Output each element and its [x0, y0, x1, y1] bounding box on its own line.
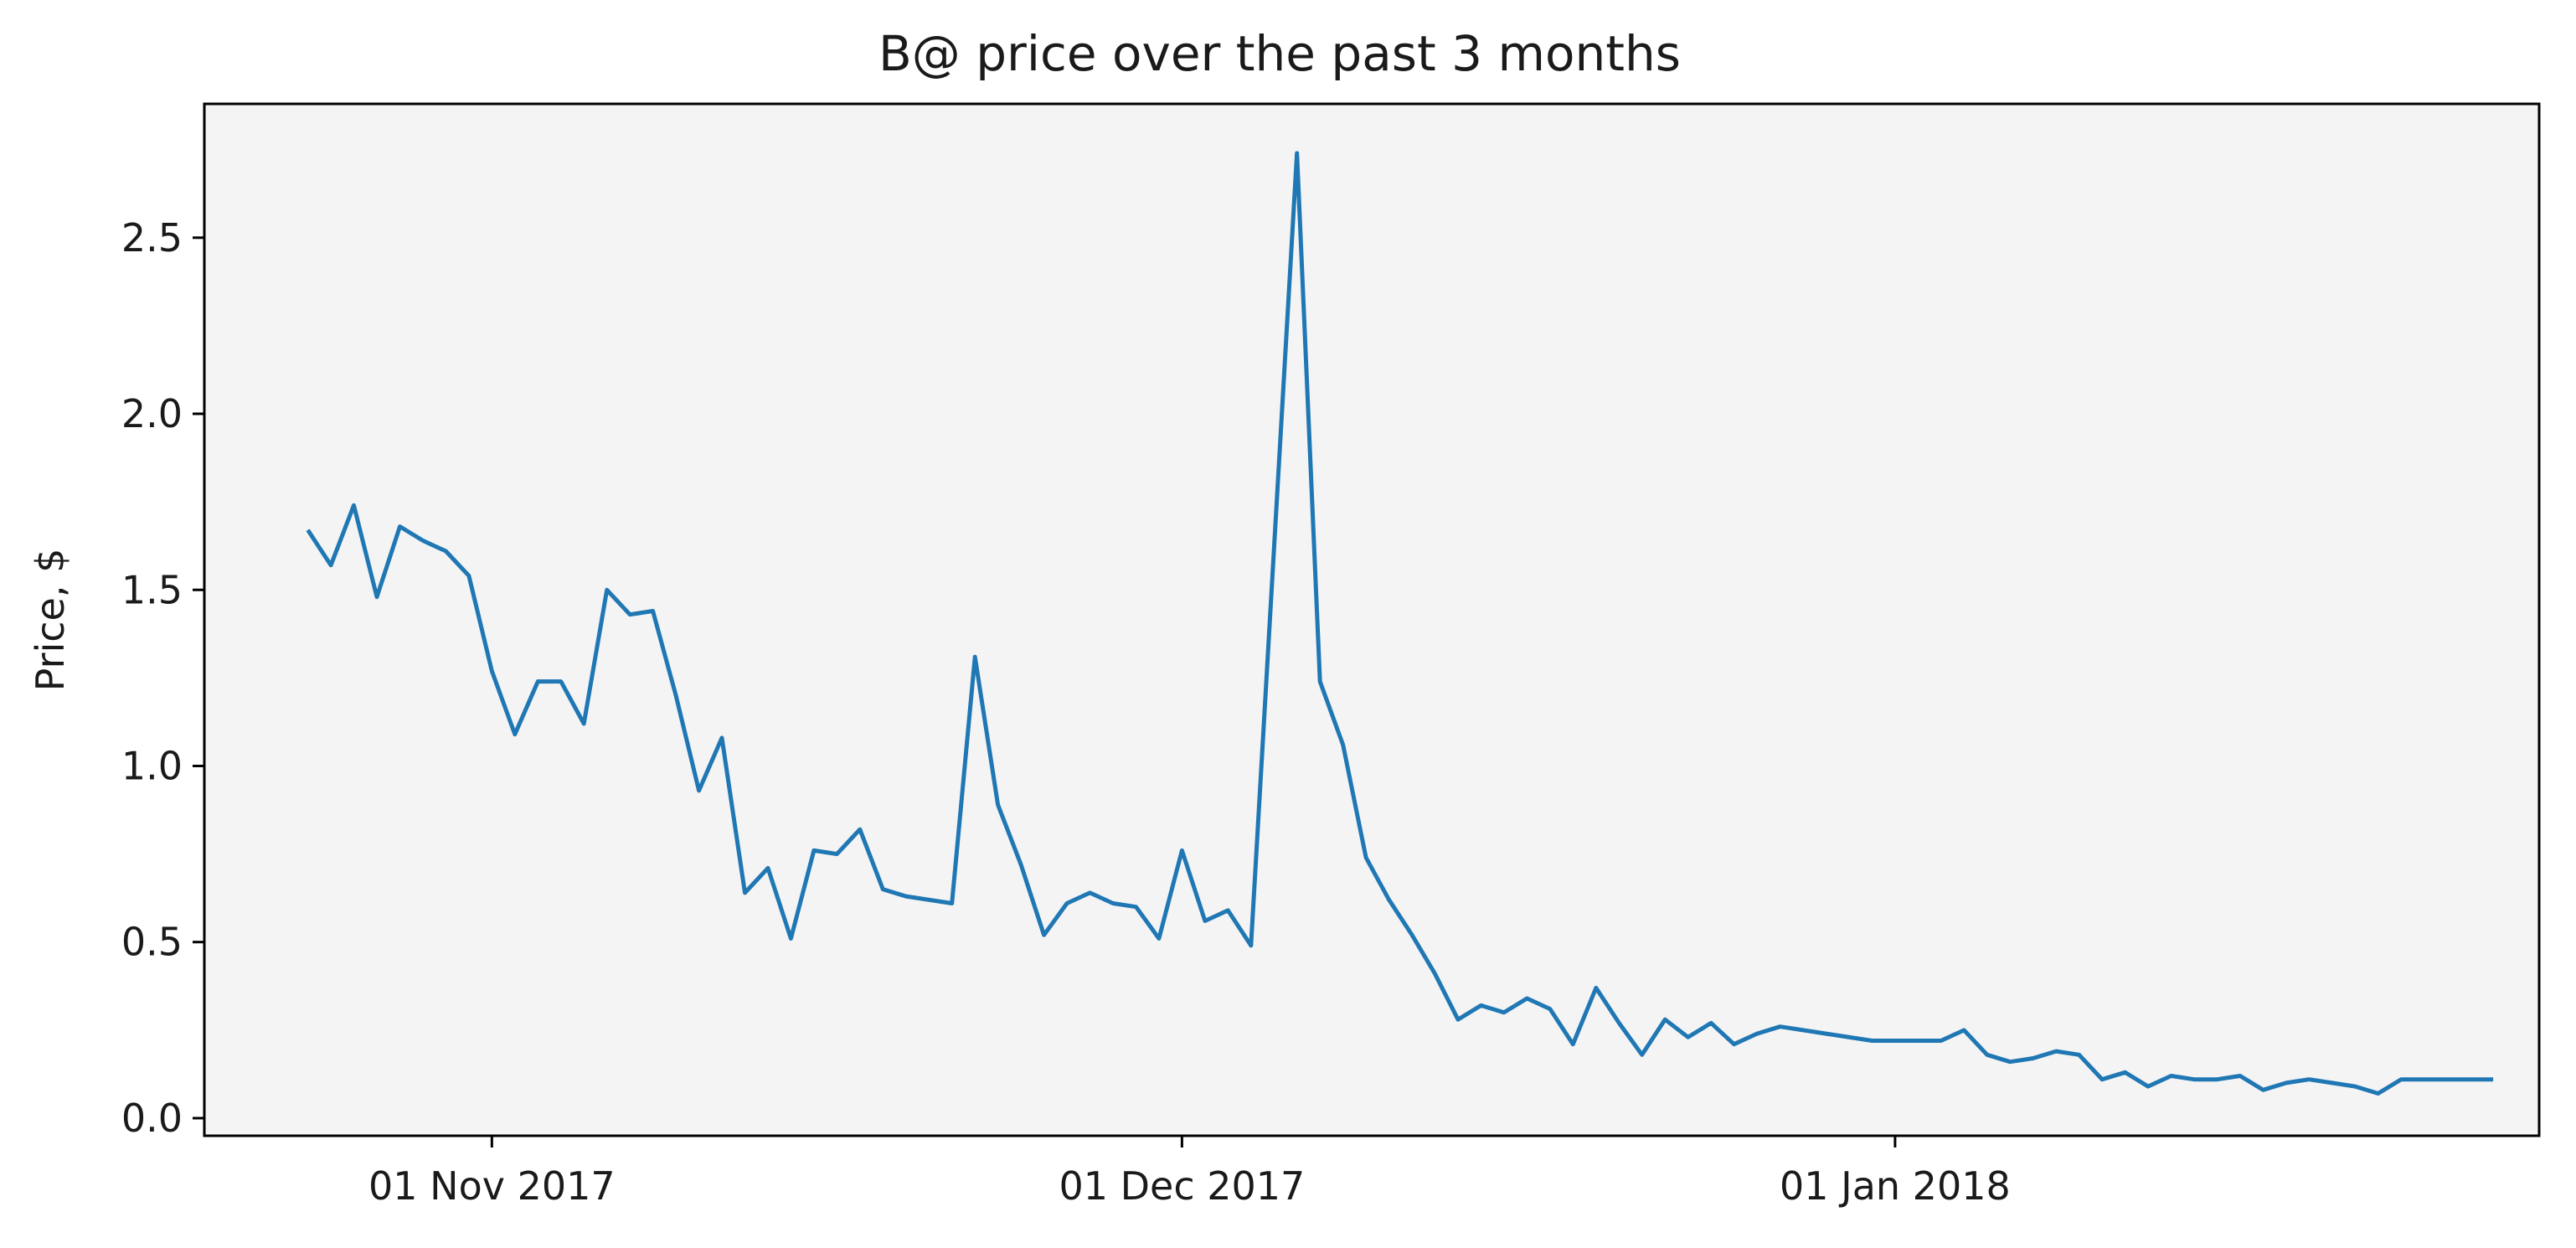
x-axis-ticks: 01 Nov 2017 01 Dec 2017 01 Jan 2018 — [368, 1136, 2011, 1209]
y-axis-label: Price, $ — [28, 549, 73, 692]
y-tick-label: 0.0 — [121, 1096, 183, 1141]
x-tick-label: 01 Dec 2017 — [1059, 1163, 1305, 1209]
price-series-line — [306, 151, 2494, 1096]
plot-area — [204, 104, 2539, 1136]
y-tick-label: 2.0 — [121, 391, 183, 436]
y-tick-label: 1.5 — [121, 567, 183, 612]
y-tick-label: 1.0 — [121, 743, 183, 788]
plot-frame — [203, 102, 2541, 1137]
y-tick-label: 0.5 — [121, 920, 183, 965]
chart-title: B@ price over the past 3 months — [878, 25, 1681, 82]
y-tick-label: 2.5 — [121, 215, 183, 260]
y-axis-ticks: 0.0 0.5 1.0 1.5 2.0 2.5 — [121, 215, 204, 1141]
x-tick-label: 01 Nov 2017 — [368, 1163, 616, 1209]
x-tick-label: 01 Jan 2018 — [1780, 1163, 2011, 1209]
